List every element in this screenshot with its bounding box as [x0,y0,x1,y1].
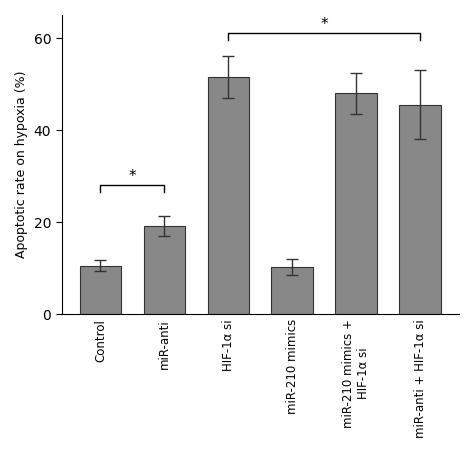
Bar [144,226,185,314]
Bar [400,105,441,314]
Bar [336,93,377,314]
Text: *: * [320,17,328,32]
Bar [272,267,313,314]
Y-axis label: Apoptotic rate on hypoxia (%): Apoptotic rate on hypoxia (%) [15,71,28,258]
Text: *: * [128,169,136,184]
Bar [80,266,121,314]
Bar [208,77,249,314]
